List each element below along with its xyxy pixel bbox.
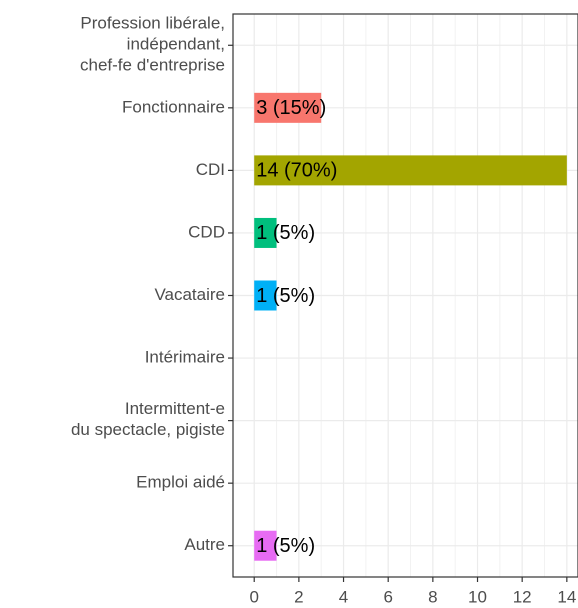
value-label: 1 (5%) bbox=[256, 222, 315, 244]
bar bbox=[254, 217, 277, 248]
x-tick-label: 0 bbox=[249, 587, 258, 606]
value-label: 1 (5%) bbox=[256, 285, 315, 307]
y-tick-label: Profession libérale, indépendant, chef-fe … bbox=[80, 14, 225, 75]
x-tick-label: 12 bbox=[513, 587, 532, 606]
y-tick-label: Fonctionnaire bbox=[122, 97, 225, 116]
y-tick-label: CDD bbox=[188, 222, 225, 241]
x-tick-label: 2 bbox=[294, 587, 303, 606]
bar bbox=[254, 280, 277, 311]
y-tick-label-line: Intermittent-e bbox=[125, 400, 225, 419]
y-tick-label: Intermittent-e du spectacle, pigiste bbox=[71, 400, 225, 440]
bar bbox=[254, 530, 277, 561]
y-tick-label-line: chef-fe d'entreprise bbox=[80, 56, 225, 75]
value-label: 14 (70%) bbox=[256, 160, 337, 182]
y-tick-label-line: du spectacle, pigiste bbox=[71, 421, 225, 440]
x-tick-label: 14 bbox=[557, 587, 576, 606]
x-tick-label: 6 bbox=[383, 587, 392, 606]
y-tick-label: Vacataire bbox=[154, 285, 225, 304]
value-label: 1 (5%) bbox=[256, 535, 315, 557]
value-label: 3 (15%) bbox=[256, 97, 326, 119]
panel-border bbox=[232, 13, 578, 578]
y-tick-label: CDI bbox=[196, 160, 225, 179]
y-tick-label: Autre bbox=[184, 535, 225, 554]
x-tick-label: 10 bbox=[468, 587, 487, 606]
y-tick-label: Intérimaire bbox=[145, 348, 225, 367]
bar bbox=[254, 92, 322, 123]
x-tick-label: 4 bbox=[339, 587, 348, 606]
x-tick-label: 8 bbox=[428, 587, 437, 606]
y-tick-label-line: indépendant, bbox=[127, 35, 225, 54]
y-tick-label-line: Profession libérale, bbox=[80, 14, 225, 33]
y-tick-label: Emploi aidé bbox=[136, 473, 225, 492]
bar bbox=[254, 155, 567, 186]
